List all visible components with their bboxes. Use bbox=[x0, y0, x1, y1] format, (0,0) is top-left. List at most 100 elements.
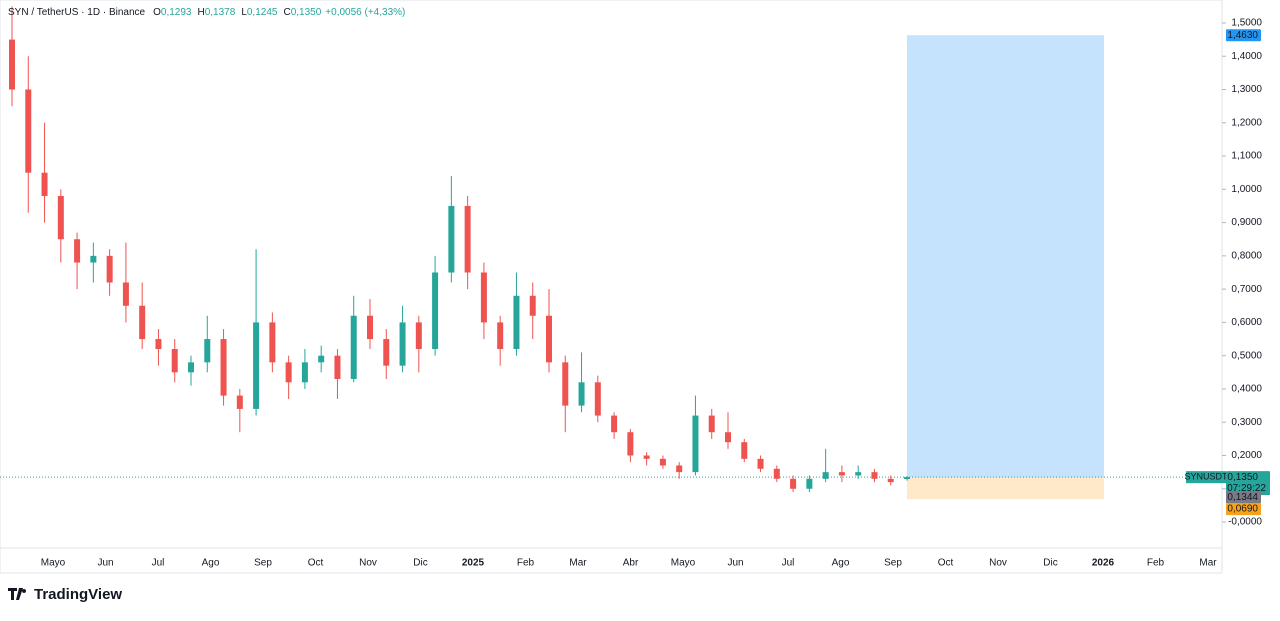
ohlc-value: 0,1378 bbox=[205, 7, 236, 18]
candle-body bbox=[57, 195, 64, 240]
candle-body bbox=[41, 172, 48, 196]
candle-body bbox=[757, 458, 764, 469]
candle-body bbox=[855, 472, 862, 476]
candle-body bbox=[220, 339, 227, 396]
candle-body bbox=[106, 255, 113, 283]
candle-body bbox=[74, 239, 81, 263]
target-badge-bg bbox=[1226, 29, 1261, 42]
ohlc-key: O bbox=[153, 7, 161, 18]
stop-badge: 0,0690 bbox=[1227, 504, 1258, 515]
y-tick-label: 1,3000 bbox=[1231, 84, 1262, 95]
y-tick-label: 1,4000 bbox=[1231, 51, 1262, 62]
candle-body bbox=[871, 472, 878, 479]
x-tick-label: 2025 bbox=[462, 558, 485, 569]
candle-body bbox=[301, 362, 308, 383]
candle-body bbox=[692, 415, 699, 473]
stop-zone bbox=[907, 477, 1104, 500]
symbol-badge-bg bbox=[1186, 471, 1226, 484]
target-zone bbox=[907, 35, 1104, 478]
candle-body bbox=[676, 465, 683, 473]
x-tick-label: Jul bbox=[152, 558, 165, 569]
candle-body bbox=[838, 472, 845, 476]
candle-body bbox=[822, 472, 829, 479]
x-tick-label: Oct bbox=[308, 558, 324, 569]
candle-body bbox=[562, 362, 569, 406]
candle-body bbox=[708, 415, 715, 433]
candle-body bbox=[9, 39, 15, 90]
x-tick-label: Oct bbox=[938, 558, 954, 569]
candle-body bbox=[806, 478, 813, 489]
y-tick-label: 0,6000 bbox=[1231, 317, 1262, 328]
x-tick-label: Jun bbox=[727, 558, 743, 569]
candle-body bbox=[790, 478, 797, 489]
candle-body bbox=[627, 432, 634, 456]
chart-header: SYN / TetherUS · 1D · Binance O0,1293 H0,1… bbox=[8, 7, 405, 18]
candle-body bbox=[741, 442, 748, 459]
candle-body bbox=[448, 205, 455, 273]
y-tick-label: 0,3000 bbox=[1231, 417, 1262, 428]
candle-body bbox=[90, 255, 97, 263]
x-tick-label: Jun bbox=[97, 558, 113, 569]
candle-body bbox=[904, 477, 910, 480]
ohlc-value: 0,1245 bbox=[247, 7, 278, 18]
candle-body bbox=[204, 339, 211, 363]
stop-badge-bg bbox=[1226, 503, 1261, 516]
x-tick-label: Sep bbox=[884, 558, 902, 569]
ohlc-key: L bbox=[241, 7, 247, 18]
candle-body bbox=[513, 295, 520, 350]
candle-body bbox=[464, 205, 471, 273]
x-tick-label: 2026 bbox=[1092, 558, 1115, 569]
ohlc-key: C bbox=[283, 7, 290, 18]
candle-body bbox=[887, 478, 894, 483]
price-badge-bg bbox=[1226, 471, 1270, 496]
y-tick-label: 0,2000 bbox=[1231, 450, 1262, 461]
candle-body bbox=[367, 315, 373, 340]
x-tick-label: Feb bbox=[517, 558, 535, 569]
candle-body bbox=[432, 272, 439, 350]
x-tick-label: Dic bbox=[1043, 558, 1057, 569]
y-tick-label: 1,1000 bbox=[1231, 151, 1262, 162]
y-tick-label: 1,5000 bbox=[1231, 18, 1262, 29]
candle-body bbox=[334, 355, 341, 379]
x-tick-label: Mar bbox=[1199, 558, 1217, 569]
brand-name: TradingView bbox=[34, 586, 122, 603]
x-tick-label: Abr bbox=[623, 558, 639, 569]
candle-body bbox=[122, 282, 129, 306]
y-tick-label: 0,9000 bbox=[1231, 217, 1262, 228]
candle-body bbox=[171, 349, 178, 373]
candle-body bbox=[236, 395, 243, 409]
candle-body bbox=[188, 362, 194, 373]
y-tick-label: 0,5000 bbox=[1231, 350, 1262, 361]
candle-body bbox=[383, 339, 390, 366]
x-tick-label: Ago bbox=[832, 558, 850, 569]
candle-body bbox=[611, 415, 618, 433]
candle-body bbox=[285, 362, 292, 383]
y-tick-label: 1,2000 bbox=[1231, 117, 1262, 128]
x-tick-label: Mayo bbox=[671, 558, 696, 569]
candle-body bbox=[497, 322, 504, 350]
y-tick-label: -0,0000 bbox=[1228, 517, 1262, 528]
ohlc-value: 0,1350 bbox=[291, 7, 322, 18]
candle-body bbox=[155, 339, 162, 350]
candle-body bbox=[139, 305, 146, 340]
y-tick-label: 1,0000 bbox=[1231, 184, 1262, 195]
candle-body bbox=[480, 272, 487, 323]
change-value: +0,0056 (+4,33%) bbox=[325, 7, 405, 18]
brand-logo bbox=[8, 588, 27, 600]
candle-body bbox=[643, 455, 650, 459]
entry-badge-bg bbox=[1226, 491, 1261, 504]
x-tick-label: Jul bbox=[782, 558, 795, 569]
ohlc-key: H bbox=[197, 7, 204, 18]
candle-body bbox=[725, 432, 731, 443]
entry-badge: 0,1344 bbox=[1227, 492, 1258, 503]
x-tick-label: Mar bbox=[569, 558, 587, 569]
candle-body bbox=[546, 315, 552, 363]
candle-body bbox=[578, 382, 585, 406]
x-tick-label: Mayo bbox=[41, 558, 66, 569]
symbol-title: SYN / TetherUS · 1D · Binance bbox=[8, 7, 146, 18]
candle-body bbox=[529, 295, 536, 316]
candle-body bbox=[415, 322, 422, 350]
candle-body bbox=[25, 89, 32, 173]
y-tick-label: 0,8000 bbox=[1231, 251, 1262, 262]
